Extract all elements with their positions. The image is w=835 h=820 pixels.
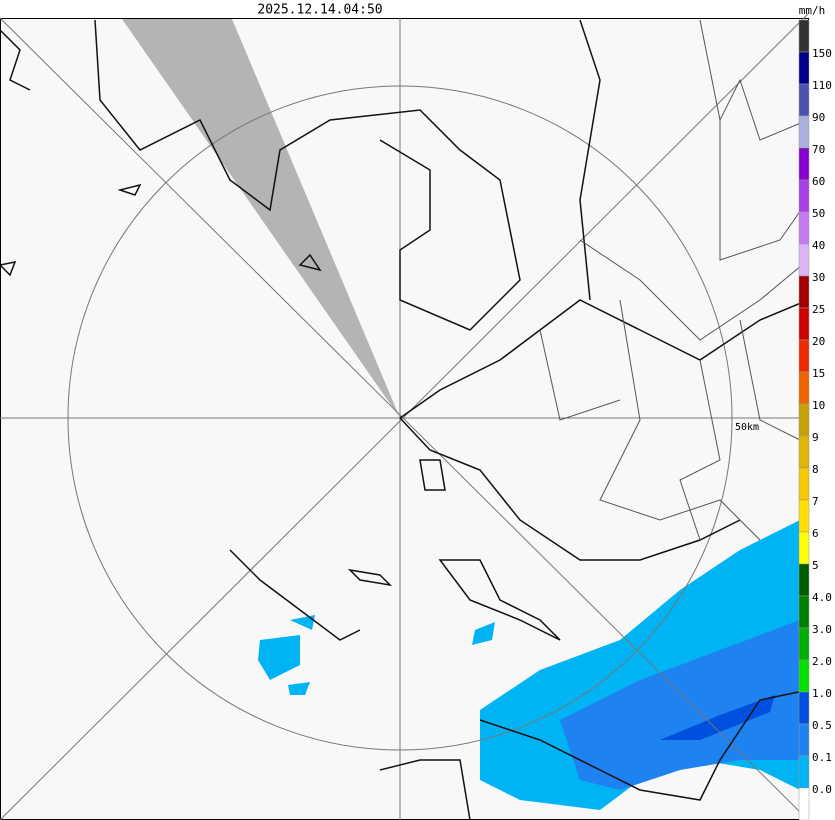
legend-label: 50 xyxy=(812,207,825,220)
legend-swatch xyxy=(798,627,810,661)
legend-swatch xyxy=(798,243,810,277)
legend-swatch xyxy=(798,499,810,533)
legend-label: 60 xyxy=(812,175,825,188)
timestamp: 2025.12.14.04:50 xyxy=(257,3,382,18)
blocked-sector xyxy=(122,19,400,418)
legend-swatch xyxy=(798,371,810,405)
legend-label: 110 xyxy=(812,79,832,92)
legend-label: 0.0 xyxy=(812,783,832,796)
legend-swatch xyxy=(798,595,810,629)
legend-label: 70 xyxy=(812,143,825,156)
legend-swatch xyxy=(798,531,810,565)
legend-label: 1.0 xyxy=(812,687,832,700)
legend-swatch xyxy=(798,51,810,85)
legend-swatch xyxy=(798,275,810,309)
legend-swatch xyxy=(798,115,810,149)
legend-swatch xyxy=(798,403,810,437)
legend-swatch xyxy=(798,691,810,725)
legend-swatch xyxy=(798,179,810,213)
legend-swatch xyxy=(798,659,810,693)
legend-swatch xyxy=(798,755,810,789)
legend-label: 25 xyxy=(812,303,825,316)
coastline xyxy=(0,19,809,820)
legend-label: 7 xyxy=(812,495,819,508)
legend-label: 9 xyxy=(812,431,819,444)
legend-swatch xyxy=(798,339,810,373)
legend-label: 40 xyxy=(812,239,825,252)
legend-label: 0.1 xyxy=(812,751,832,764)
legend-swatch xyxy=(798,467,810,501)
legend-label: 4.0 xyxy=(812,591,832,604)
legend-label: 6 xyxy=(812,527,819,540)
legend-label: 90 xyxy=(812,111,825,124)
legend: 150 110 90 70 60 50 40 30 25 20 15 10 9 8 7 6 5 4.0 3.0 2.0… xyxy=(798,19,832,820)
legend-swatch xyxy=(798,435,810,469)
legend-label: 0.5 xyxy=(812,719,832,732)
legend-label: 15 xyxy=(812,367,825,380)
rain-echo-core xyxy=(660,695,775,740)
legend-swatch xyxy=(798,211,810,245)
legend-label: 8 xyxy=(812,463,819,476)
legend-swatch xyxy=(798,723,810,757)
map-area: 50km xyxy=(0,13,809,820)
boundaries xyxy=(539,19,809,541)
legend-swatch xyxy=(798,787,810,820)
range-label: 50km xyxy=(735,422,759,433)
legend-swatch xyxy=(798,563,810,597)
legend-label: 10 xyxy=(812,399,825,412)
legend-label: 5 xyxy=(812,559,819,572)
legend-swatch xyxy=(798,83,810,117)
legend-swatch xyxy=(798,147,810,181)
legend-label: 2.0 xyxy=(812,655,832,668)
legend-swatch xyxy=(798,19,810,53)
legend-label: 3.0 xyxy=(812,623,832,636)
unit-label: mm/h xyxy=(799,4,826,17)
legend-swatch xyxy=(798,307,810,341)
legend-label: 150 xyxy=(812,47,832,60)
legend-label: 30 xyxy=(812,271,825,284)
legend-label: 20 xyxy=(812,335,825,348)
